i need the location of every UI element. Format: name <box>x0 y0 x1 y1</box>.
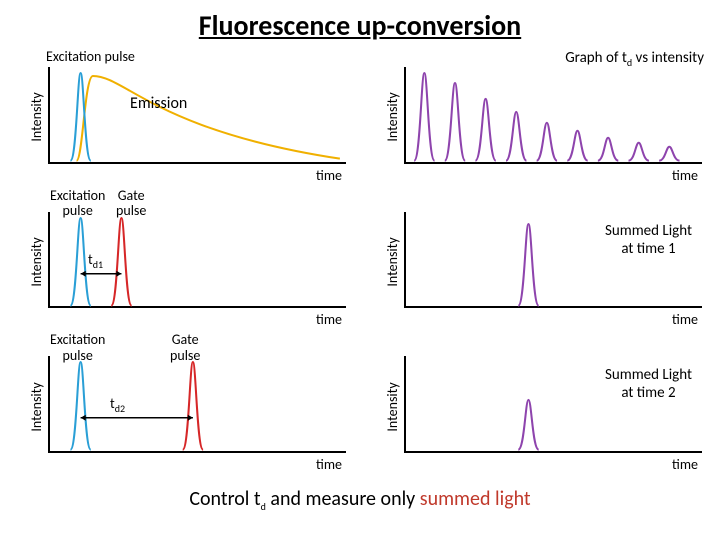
summed-series-peak <box>629 143 649 161</box>
plot-p3: td2 <box>48 356 346 453</box>
panel-summed2: Intensity Summed Light at time 2 time <box>366 336 710 477</box>
ylabel-p1: Intensity <box>28 93 45 142</box>
summed-series-peak <box>598 138 618 161</box>
summed-peak-2 <box>518 400 538 450</box>
summed-series-peak <box>537 123 557 161</box>
td1-arrowhead-r <box>116 270 121 276</box>
xlabel-r1: time <box>672 167 698 184</box>
label-td-graph: Graph of td vs intensity <box>565 49 704 69</box>
xlabel-r2: time <box>672 311 698 328</box>
panel-excitation-emission: Excitation pulse Intensity Emission time <box>10 47 354 188</box>
ylabel-r1: Intensity <box>384 93 401 142</box>
xlabel-p3: time <box>316 456 342 473</box>
summed-series-peak <box>506 112 526 161</box>
panel-td-graph: Graph of td vs intensity Intensity time <box>366 47 710 188</box>
plot-p2: td1 <box>48 212 346 309</box>
xlabel-p1: time <box>316 167 342 184</box>
label-td2: td2 <box>110 396 125 414</box>
td1-arrowhead-l <box>81 270 86 276</box>
summed-series-peak <box>414 73 434 161</box>
plot-r1 <box>404 67 702 164</box>
label-excitation-p1: Excitation pulse <box>46 49 135 64</box>
label-td1: td1 <box>88 252 103 270</box>
caption: Control td and measure only summed light <box>0 477 720 513</box>
excitation-peak-p3 <box>70 362 90 450</box>
plot-r2: Summed Light at time 1 <box>404 212 702 309</box>
ylabel-r3: Intensity <box>384 382 401 431</box>
xlabel-r3: time <box>672 456 698 473</box>
ylabel-p2: Intensity <box>28 237 45 286</box>
panel-td2: Excitation pulse Gate pulse Intensity td… <box>10 336 354 477</box>
label-emission: Emission <box>130 95 187 113</box>
xlabel-p2: time <box>316 311 342 328</box>
plot-p1: Emission <box>48 67 346 164</box>
summed-peak-1 <box>518 224 538 306</box>
panel-grid: Excitation pulse Intensity Emission time… <box>10 47 710 477</box>
gate-peak-p2 <box>111 218 131 306</box>
ylabel-p3: Intensity <box>28 382 45 431</box>
summed-series-peak <box>475 99 495 161</box>
page-title: Fluorescence up-conversion <box>0 0 720 47</box>
summed-series-peak <box>445 83 465 161</box>
ylabel-r2: Intensity <box>384 237 401 286</box>
summed-series-peak <box>659 147 679 161</box>
label-summed1: Summed Light at time 1 <box>605 222 692 258</box>
td2-arrowhead-l <box>81 415 86 421</box>
emission-curve <box>77 76 340 161</box>
panel-td1: Excitation pulse Gate pulse Intensity td… <box>10 192 354 333</box>
plot-r3: Summed Light at time 2 <box>404 356 702 453</box>
panel-summed1: Intensity Summed Light at time 1 time <box>366 192 710 333</box>
gate-peak-p3 <box>183 362 203 450</box>
summed-series-peak <box>567 131 587 161</box>
td2-arrowhead-r <box>188 415 193 421</box>
label-summed2: Summed Light at time 2 <box>605 366 692 402</box>
